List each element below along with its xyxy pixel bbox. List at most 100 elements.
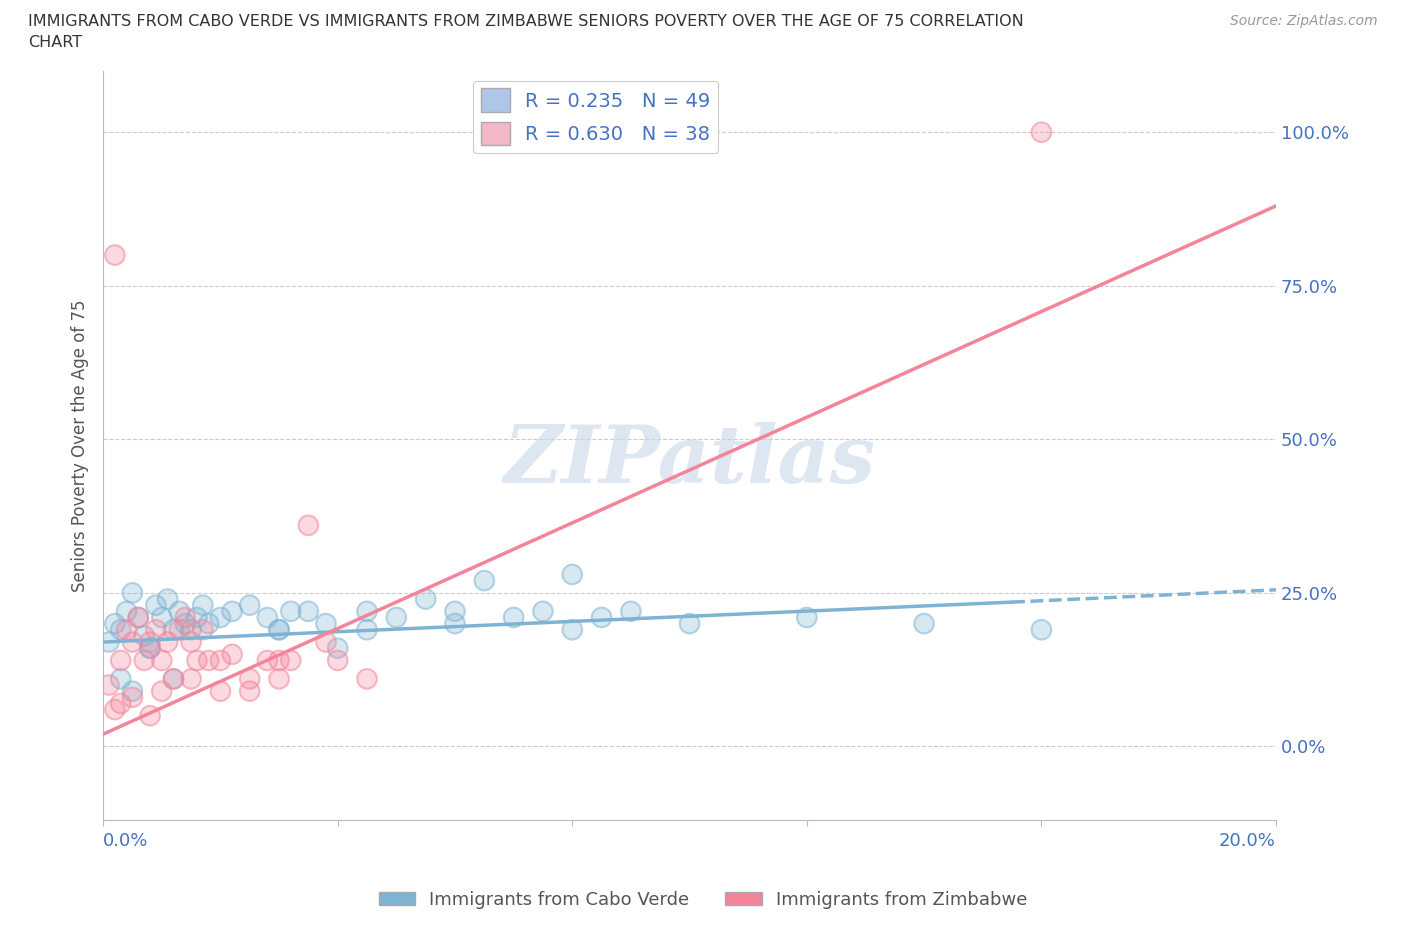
Point (156, 591, 179, 606)
Point (209, 653, 232, 668)
Point (356, 622, 378, 637)
Point (267, 622, 290, 637)
Point (561, 567, 583, 582)
Point (385, 610, 408, 625)
Legend: R = 0.235   N = 49, R = 0.630   N = 38: R = 0.235 N = 49, R = 0.630 N = 38 (472, 81, 718, 153)
Point (1031, 622, 1053, 637)
Point (104, 702, 127, 717)
Point (127, 610, 149, 625)
Point (239, 598, 262, 613)
Point (98, 634, 121, 649)
Point (162, 622, 184, 637)
Point (110, 653, 132, 668)
Point (297, 518, 319, 533)
Point (110, 622, 132, 637)
Point (98, 634, 121, 649)
Point (209, 684, 232, 698)
Point (134, 629, 156, 644)
Point (297, 604, 319, 618)
Point (186, 653, 208, 668)
Point (110, 671, 132, 686)
Point (256, 653, 278, 668)
Point (280, 653, 302, 668)
Point (121, 684, 143, 698)
Point (1031, 622, 1053, 637)
Point (239, 684, 262, 698)
Point (444, 604, 467, 618)
Point (209, 653, 232, 668)
Point (127, 610, 149, 625)
Point (115, 622, 138, 637)
Point (678, 617, 700, 631)
Point (150, 610, 173, 625)
Point (326, 641, 349, 656)
Point (297, 518, 319, 533)
Point (110, 696, 132, 711)
Point (356, 604, 378, 618)
Point (267, 653, 290, 668)
Point (145, 598, 167, 613)
Point (169, 622, 191, 637)
Point (180, 622, 202, 637)
Point (796, 610, 818, 625)
Point (121, 634, 143, 649)
Point (169, 622, 191, 637)
Point (315, 617, 337, 631)
Point (180, 634, 202, 649)
Point (256, 610, 278, 625)
Point (139, 641, 162, 656)
Point (191, 622, 214, 637)
Point (104, 617, 127, 631)
Point (297, 604, 319, 618)
Y-axis label: Seniors Poverty Over the Age of 75: Seniors Poverty Over the Age of 75 (72, 299, 89, 591)
Point (150, 684, 173, 698)
Point (221, 604, 243, 618)
Point (139, 641, 162, 656)
Point (315, 634, 337, 649)
Text: Source: ZipAtlas.com: Source: ZipAtlas.com (1230, 14, 1378, 28)
Point (139, 709, 162, 724)
Point (472, 573, 495, 588)
Point (104, 247, 127, 262)
Point (197, 653, 219, 668)
Point (191, 622, 214, 637)
Point (326, 641, 349, 656)
Point (280, 604, 302, 618)
Point (267, 622, 290, 637)
Point (115, 604, 138, 618)
Point (315, 634, 337, 649)
Point (267, 671, 290, 686)
Point (127, 610, 149, 625)
Point (150, 653, 173, 668)
Point (531, 604, 554, 618)
Text: 0.0%: 0.0% (103, 832, 149, 850)
Point (169, 604, 191, 618)
Point (912, 617, 935, 631)
Point (162, 671, 184, 686)
Point (326, 653, 349, 668)
Point (502, 610, 524, 625)
Point (221, 604, 243, 618)
Point (162, 671, 184, 686)
Point (239, 684, 262, 698)
Point (186, 610, 208, 625)
Point (356, 671, 378, 686)
Point (180, 671, 202, 686)
Point (110, 653, 132, 668)
Point (162, 671, 184, 686)
Point (121, 690, 143, 705)
Point (356, 604, 378, 618)
Point (121, 634, 143, 649)
Point (134, 653, 156, 668)
Point (98, 678, 121, 693)
Point (267, 671, 290, 686)
Point (620, 604, 643, 618)
Point (127, 610, 149, 625)
Point (174, 610, 197, 625)
Point (267, 622, 290, 637)
Text: ZIPatlas: ZIPatlas (503, 421, 876, 499)
Point (221, 647, 243, 662)
Point (115, 622, 138, 637)
Point (209, 610, 232, 625)
Point (145, 622, 167, 637)
